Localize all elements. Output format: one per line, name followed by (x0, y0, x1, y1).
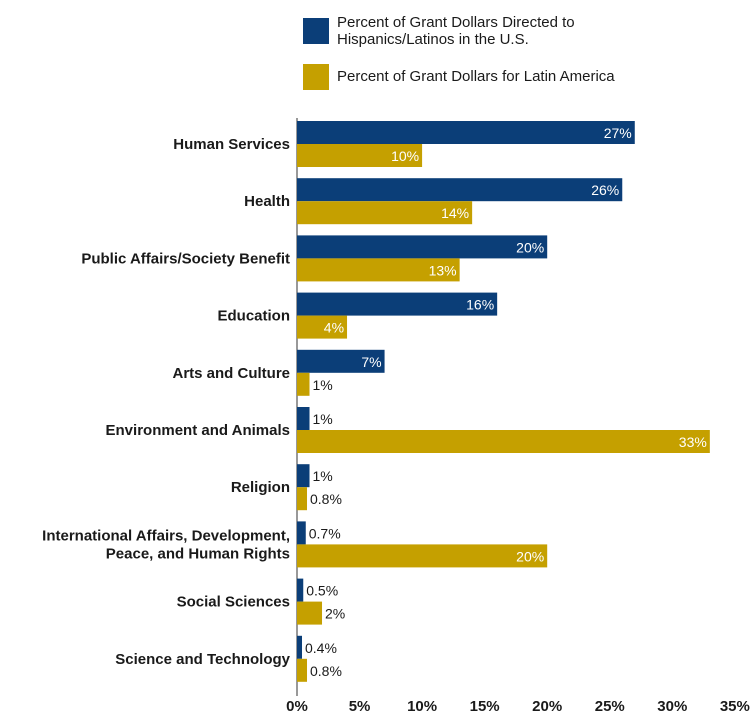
category-label: Human Services (173, 136, 290, 153)
bar-latin-america (297, 201, 473, 225)
category-label: Arts and Culture (172, 365, 290, 382)
data-label: 10% (391, 148, 419, 164)
bar-latin-america (297, 315, 348, 339)
data-label: 16% (466, 297, 494, 313)
bar-us (297, 178, 623, 202)
bar-us (297, 464, 310, 488)
category-label: Education (217, 308, 290, 325)
data-label: 7% (361, 354, 381, 370)
data-label: 1% (313, 411, 333, 427)
bar-us (297, 349, 385, 373)
data-label: 20% (516, 239, 544, 255)
data-label: 1% (313, 377, 333, 393)
bar-latin-america (297, 601, 323, 625)
data-label: 33% (679, 434, 707, 450)
category-label: Science and Technology (115, 651, 290, 668)
legend-label-us: Percent of Grant Dollars Directed to His… (337, 14, 575, 48)
data-label: 0.5% (306, 583, 338, 599)
data-label: 27% (604, 125, 632, 141)
category-label: Health (244, 193, 290, 210)
bar-us (297, 407, 310, 430)
x-tick-label: 15% (470, 698, 500, 713)
bar-us (297, 235, 548, 259)
legend-swatch-us (303, 18, 329, 44)
legend-label-latin-america: Percent of Grant Dollars for Latin Ameri… (337, 68, 615, 85)
category-label: Social Sciences (177, 594, 290, 611)
bar-us (297, 121, 635, 144)
x-tick-label: 5% (349, 698, 371, 713)
bar-latin-america (297, 544, 548, 568)
data-label: 13% (429, 262, 457, 278)
x-tick-label: 30% (657, 698, 687, 713)
data-label: 20% (516, 548, 544, 564)
data-label: 26% (591, 182, 619, 198)
x-tick-label: 0% (286, 698, 308, 713)
bar-latin-america (297, 658, 308, 682)
category-label: Environment and Animals (106, 422, 290, 439)
data-label: 2% (325, 606, 345, 622)
x-tick-label: 20% (532, 698, 562, 713)
bar-us (297, 578, 304, 602)
bar-latin-america (297, 258, 460, 282)
bar-us (297, 521, 306, 545)
x-tick-label: 35% (720, 698, 750, 713)
data-label: 0.8% (310, 491, 342, 507)
data-label: 0.4% (305, 640, 337, 656)
data-label: 1% (313, 468, 333, 484)
data-label: 0.8% (310, 663, 342, 679)
bar-latin-america (297, 430, 710, 453)
data-label: 4% (324, 320, 344, 336)
data-label: 14% (441, 205, 469, 221)
data-label: 0.7% (309, 525, 341, 541)
category-label: Religion (231, 479, 290, 496)
category-label: International Affairs, Development, Peace… (42, 527, 290, 562)
x-tick-label: 10% (407, 698, 437, 713)
legend-swatch-latin-america (303, 64, 329, 90)
bar-latin-america (297, 144, 423, 167)
bar-latin-america (297, 487, 308, 511)
bar-us (297, 292, 498, 316)
x-tick-label: 25% (595, 698, 625, 713)
category-label: Public Affairs/Society Benefit (81, 250, 290, 267)
bar-latin-america (297, 372, 310, 396)
bar-us (297, 635, 303, 659)
